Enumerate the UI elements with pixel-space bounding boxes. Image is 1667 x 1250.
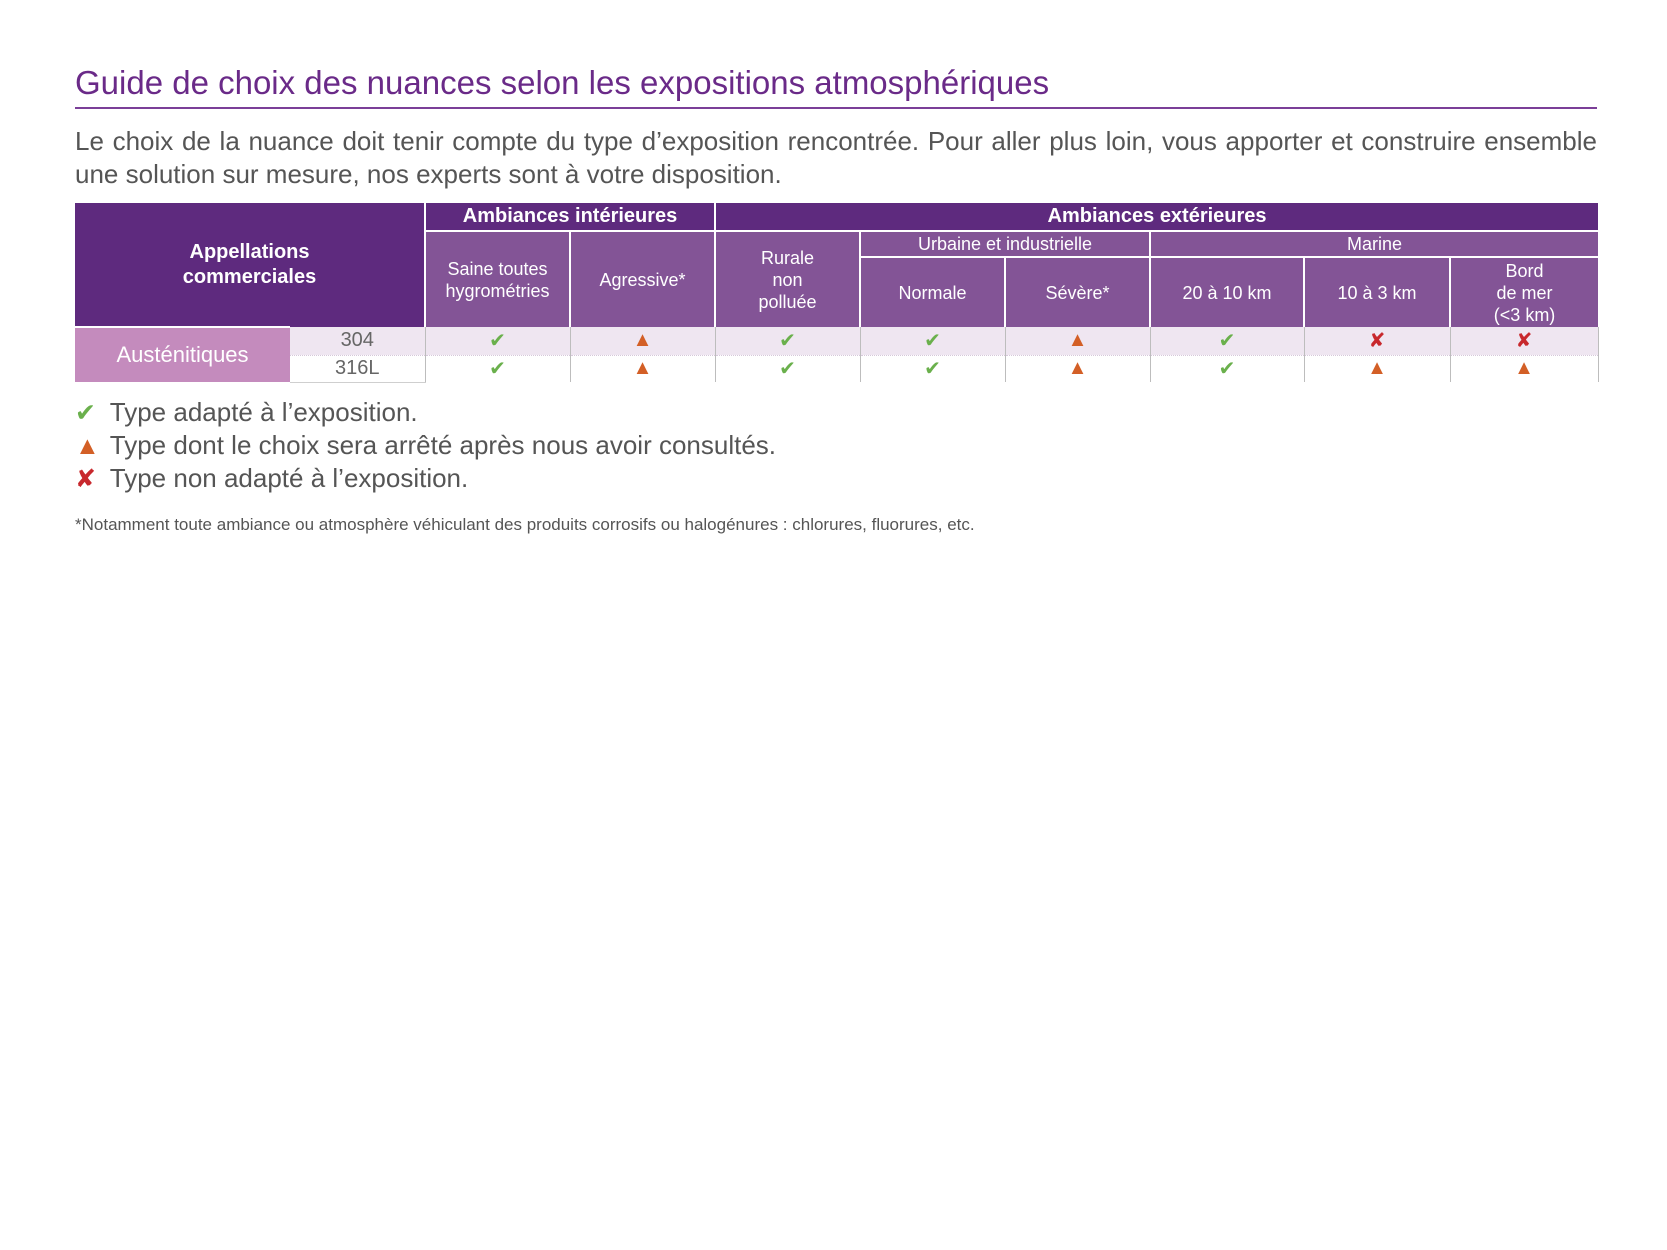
- legend-ko: ✘ Type non adapté à l’exposition.: [75, 463, 469, 493]
- warning-triangle-icon: ▲: [1367, 357, 1387, 380]
- title-divider: [75, 107, 1597, 109]
- check-icon: ✔: [779, 358, 796, 381]
- exposure-guide-table: Appellations commerciales Ambiances inté…: [75, 203, 1599, 383]
- legend-ok: ✔ Type adapté à l’exposition.: [75, 397, 418, 427]
- cross-icon: ✘: [75, 465, 96, 493]
- legend: ✔ Type adapté à l’exposition. ▲ Type don…: [75, 396, 975, 495]
- cross-icon: ✘: [1368, 330, 1386, 353]
- status-cell: ✔: [859, 355, 1006, 382]
- header-urbaine: Urbaine et industrielle: [859, 230, 1151, 257]
- warning-triangle-icon: ▲: [1067, 329, 1088, 352]
- check-icon: ✔: [779, 330, 796, 353]
- header-normale: Normale: [859, 256, 1006, 327]
- check-icon: ✔: [489, 330, 506, 353]
- status-cell: ✔: [424, 327, 571, 356]
- legend-warn: ▲ Type dont le choix sera arrêté après n…: [75, 430, 777, 460]
- status-cell: ✘: [1303, 327, 1451, 356]
- header-rurale: Rurale non polluée: [714, 230, 861, 327]
- page-title: Guide de choix des nuances selon les exp…: [75, 64, 1050, 101]
- warning-triangle-icon: ▲: [1514, 357, 1534, 380]
- status-cell: ▲: [569, 355, 716, 382]
- header-agressive: Agressive*: [569, 230, 716, 327]
- check-icon: ✔: [489, 358, 506, 381]
- check-icon: ✔: [1218, 330, 1236, 353]
- warning-triangle-icon: ▲: [1067, 357, 1088, 380]
- status-cell: ✔: [714, 355, 861, 382]
- header-10-3-km: 10 à 3 km: [1303, 256, 1451, 327]
- grade-304: 304: [290, 327, 426, 356]
- table-row: 316L ✔ ▲ ✔ ✔ ▲ ✔ ▲ ▲: [75, 355, 1599, 383]
- status-cell: ▲: [1004, 355, 1151, 382]
- footnote: *Notamment toute ambiance ou atmosphère …: [75, 515, 975, 534]
- status-cell: ✔: [424, 355, 571, 382]
- status-cell: ✔: [1149, 327, 1305, 356]
- status-cell: ✘: [1449, 327, 1599, 356]
- grade-316l: 316L: [290, 355, 426, 383]
- intro-paragraph: Le choix de la nuance doit tenir compte …: [75, 126, 1597, 189]
- header-severe: Sévère*: [1004, 256, 1151, 327]
- warning-triangle-icon: ▲: [632, 357, 653, 380]
- status-cell: ✔: [1149, 355, 1305, 382]
- family-austenitiques: Austénitiques: [75, 326, 290, 382]
- header-bord-de-mer: Bord de mer (<3 km): [1449, 256, 1599, 327]
- header-20-10-km: 20 à 10 km: [1149, 256, 1305, 327]
- status-cell: ▲: [569, 327, 716, 356]
- header-marine: Marine: [1149, 230, 1599, 257]
- status-cell: ▲: [1303, 355, 1451, 382]
- header-saine: Saine toutes hygrométries: [424, 230, 571, 327]
- header-ambiances-exterieures: Ambiances extérieures: [714, 203, 1599, 231]
- table-row: Austénitiques 304 ✔ ▲ ✔ ✔ ▲ ✔ ✘ ✘: [75, 326, 1599, 382]
- header-ambiances-interieures: Ambiances intérieures: [424, 203, 716, 231]
- check-icon: ✔: [75, 399, 96, 427]
- check-icon: ✔: [924, 330, 941, 353]
- cross-icon: ✘: [1515, 330, 1533, 353]
- check-icon: ✔: [1218, 358, 1236, 381]
- check-icon: ✔: [924, 358, 941, 381]
- status-cell: ▲: [1004, 327, 1151, 356]
- status-cell: ▲: [1449, 355, 1599, 382]
- status-cell: ✔: [859, 327, 1006, 356]
- header-appellations: Appellations commerciales: [75, 203, 426, 327]
- warning-triangle-icon: ▲: [632, 329, 653, 352]
- warning-triangle-icon: ▲: [75, 432, 100, 460]
- status-cell: ✔: [714, 327, 861, 356]
